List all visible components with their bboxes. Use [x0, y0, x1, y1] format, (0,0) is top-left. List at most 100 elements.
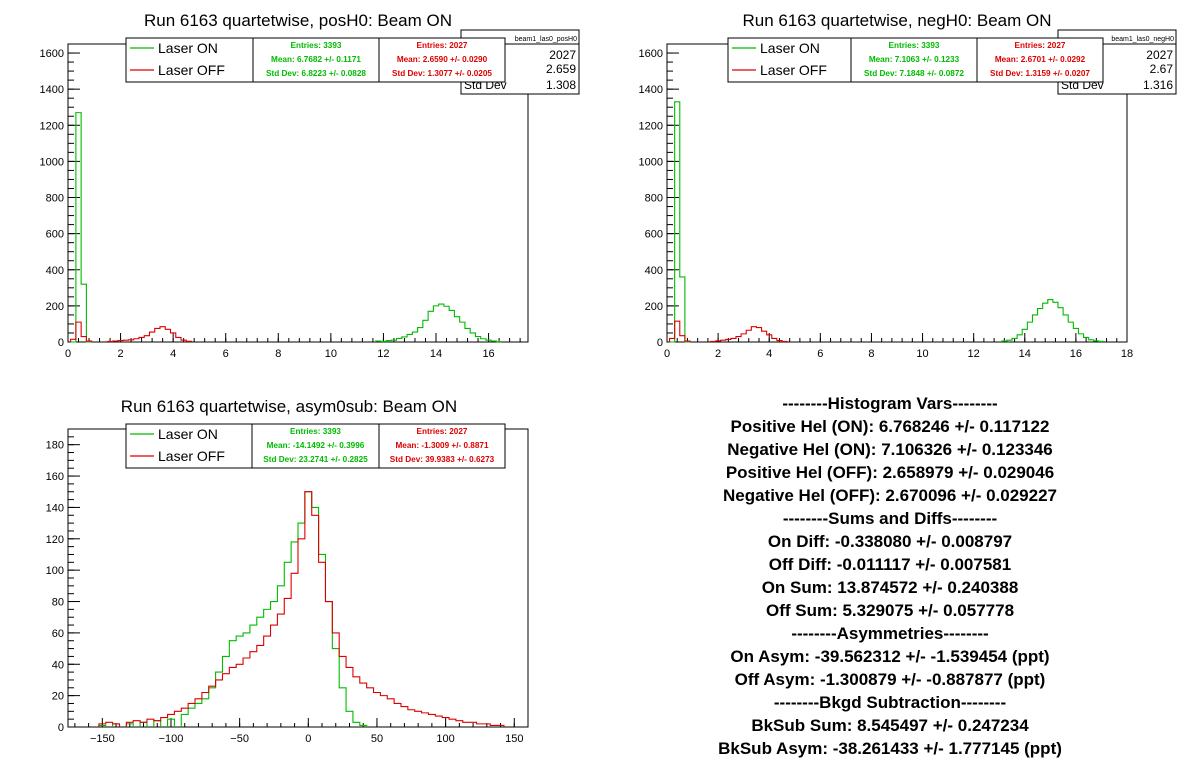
stats-mean: Mean: -14.1492 +/- 0.3996 [267, 441, 365, 450]
series-laser-off [669, 320, 788, 343]
y-tick-label: 80 [52, 597, 64, 609]
summary-line: Positive Hel (OFF): 2.658979 +/- 0.02904… [725, 463, 1055, 482]
legend-frame [125, 37, 254, 83]
x-tick-label: 8 [868, 348, 874, 360]
stat-entries: 2027 [549, 48, 576, 62]
x-tick-label: −100 [159, 733, 184, 745]
legend-label: Laser ON [158, 40, 218, 56]
summary-line: BkSub Sum: 8.545497 +/- 0.247234 [751, 716, 1029, 735]
summary-line: Negative Hel (ON): 7.106326 +/- 0.123346 [727, 440, 1053, 459]
stats-entries: Entries: 2027 [417, 427, 468, 436]
y-tick-label: 200 [46, 301, 64, 313]
x-tick-label: 0 [664, 348, 670, 360]
y-tick-label: 1400 [40, 84, 64, 96]
plot-frame [67, 428, 529, 728]
x-tick-label: 0 [305, 733, 311, 745]
y-tick-label: 140 [46, 502, 64, 514]
y-tick-label: 1200 [639, 120, 663, 132]
stat-mean: 2.67 [1150, 62, 1174, 76]
y-tick-label: 800 [46, 193, 64, 205]
legend-frame [125, 423, 253, 469]
summary-line: Positive Hel (ON): 6.768246 +/- 0.117122 [730, 417, 1050, 436]
y-tick-label: 400 [645, 265, 663, 277]
histogram-line [98, 491, 505, 727]
y-tick-label: 20 [52, 691, 64, 703]
y-tick-label: 0 [657, 337, 663, 349]
summary-line: On Asym: -39.562312 +/- -1.539454 (ppt) [730, 647, 1050, 666]
y-tick-label: 180 [46, 440, 64, 452]
x-tick-label: 2 [118, 348, 124, 360]
legend-label: Laser OFF [158, 62, 225, 78]
x-tick-label: 8 [275, 348, 281, 360]
y-tick-label: 400 [46, 265, 64, 277]
series-laser-on [70, 112, 503, 343]
stats-box-laser-off: Entries: 2027 Mean: 2.6701 +/- 0.0292 Std … [976, 37, 1104, 83]
y-tick-label: 1200 [40, 120, 64, 132]
stats-std: Std Dev: 6.8223 +/- 0.0828 [266, 69, 366, 78]
x-tick-label: 14 [430, 348, 442, 360]
histogram-panel: Run 6163 quartetwise, asym0sub: Beam ON −… [46, 397, 529, 745]
legend: Laser ON Laser OFF [125, 37, 254, 83]
stats-box-frame [251, 423, 380, 469]
histogram-line [669, 320, 788, 343]
y-tick-label: 0 [58, 722, 64, 734]
x-tick-label: 0 [65, 348, 71, 360]
x-tick-label: 16 [482, 348, 494, 360]
stats-box-laser-off: Entries: 2027 Mean: -1.3009 +/- 0.8871 Std… [378, 423, 506, 469]
stats-box-frame [378, 37, 506, 83]
stats-std: Std Dev: 23.2741 +/- 0.2825 [263, 455, 368, 464]
stat-entries: 2027 [1146, 48, 1173, 62]
y-tick-label: 1000 [639, 156, 663, 168]
x-tick-label: 14 [1019, 348, 1031, 360]
x-tick-label: 16 [1070, 348, 1082, 360]
x-tick-label: 6 [223, 348, 229, 360]
summary-line: BkSub Asym: -38.261433 +/- 1.777145 (ppt… [718, 739, 1062, 758]
legend-label: Laser OFF [760, 62, 827, 78]
series-laser-off [98, 491, 505, 727]
stats-box-laser-on: Entries: 3393 Mean: 7.1063 +/- 0.1233 Std … [850, 37, 978, 83]
summary-line: --------Histogram Vars-------- [782, 394, 998, 413]
stats-std: Std Dev: 1.3077 +/- 0.0205 [392, 69, 492, 78]
stats-box-frame [850, 37, 978, 83]
stats-box-frame [976, 37, 1104, 83]
x-tick-label: −50 [230, 733, 249, 745]
series-laser-on [669, 101, 1105, 343]
x-tick-label: 100 [436, 733, 454, 745]
series-laser-on [98, 491, 368, 727]
legend-label: Laser ON [760, 40, 820, 56]
x-tick-label: 4 [766, 348, 772, 360]
summary-line: Off Asym: -1.300879 +/- -0.887877 (ppt) [734, 670, 1046, 689]
x-tick-label: 4 [170, 348, 176, 360]
summary-line: --------Bkgd Subtraction-------- [773, 693, 1007, 712]
plot-frame [67, 43, 529, 343]
stats-std: Std Dev: 7.1848 +/- 0.0872 [864, 69, 964, 78]
x-tick-label: 10 [325, 348, 337, 360]
legend-label: Laser OFF [158, 448, 225, 464]
stats-entries: Entries: 2027 [417, 41, 468, 50]
stats-mean: Mean: 2.6701 +/- 0.0292 [995, 55, 1086, 64]
y-tick-label: 160 [46, 471, 64, 483]
y-tick-label: 60 [52, 628, 64, 640]
x-tick-label: 12 [968, 348, 980, 360]
x-tick-label: 150 [505, 733, 523, 745]
stats-entries: Entries: 3393 [290, 427, 341, 436]
y-tick-label: 1600 [639, 48, 663, 60]
summary-panel: --------Histogram Vars-------- Positive … [650, 392, 1130, 760]
summary-line: Off Diff: -0.011117 +/- 0.007581 [768, 555, 1012, 574]
stats-mean: Mean: -1.3009 +/- 0.8871 [395, 441, 489, 450]
stat-mean: 2.659 [546, 62, 576, 76]
y-tick-label: 200 [645, 301, 663, 313]
legend-label: Laser ON [158, 426, 218, 442]
stat-box-name: beam1_las0_posH0 [515, 36, 577, 43]
x-tick-label: 12 [377, 348, 389, 360]
stats-box-laser-on: Entries: 3393 Mean: 6.7682 +/- 0.1171 Std … [252, 37, 380, 83]
summary-line: On Sum: 13.874572 +/- 0.240388 [761, 578, 1019, 597]
y-tick-label: 0 [58, 337, 64, 349]
x-tick-label: 18 [1121, 348, 1133, 360]
y-tick-label: 800 [645, 193, 663, 205]
y-tick-label: 1400 [639, 84, 663, 96]
stats-mean: Mean: 6.7682 +/- 0.1171 [271, 55, 361, 64]
y-tick-label: 600 [645, 229, 663, 241]
